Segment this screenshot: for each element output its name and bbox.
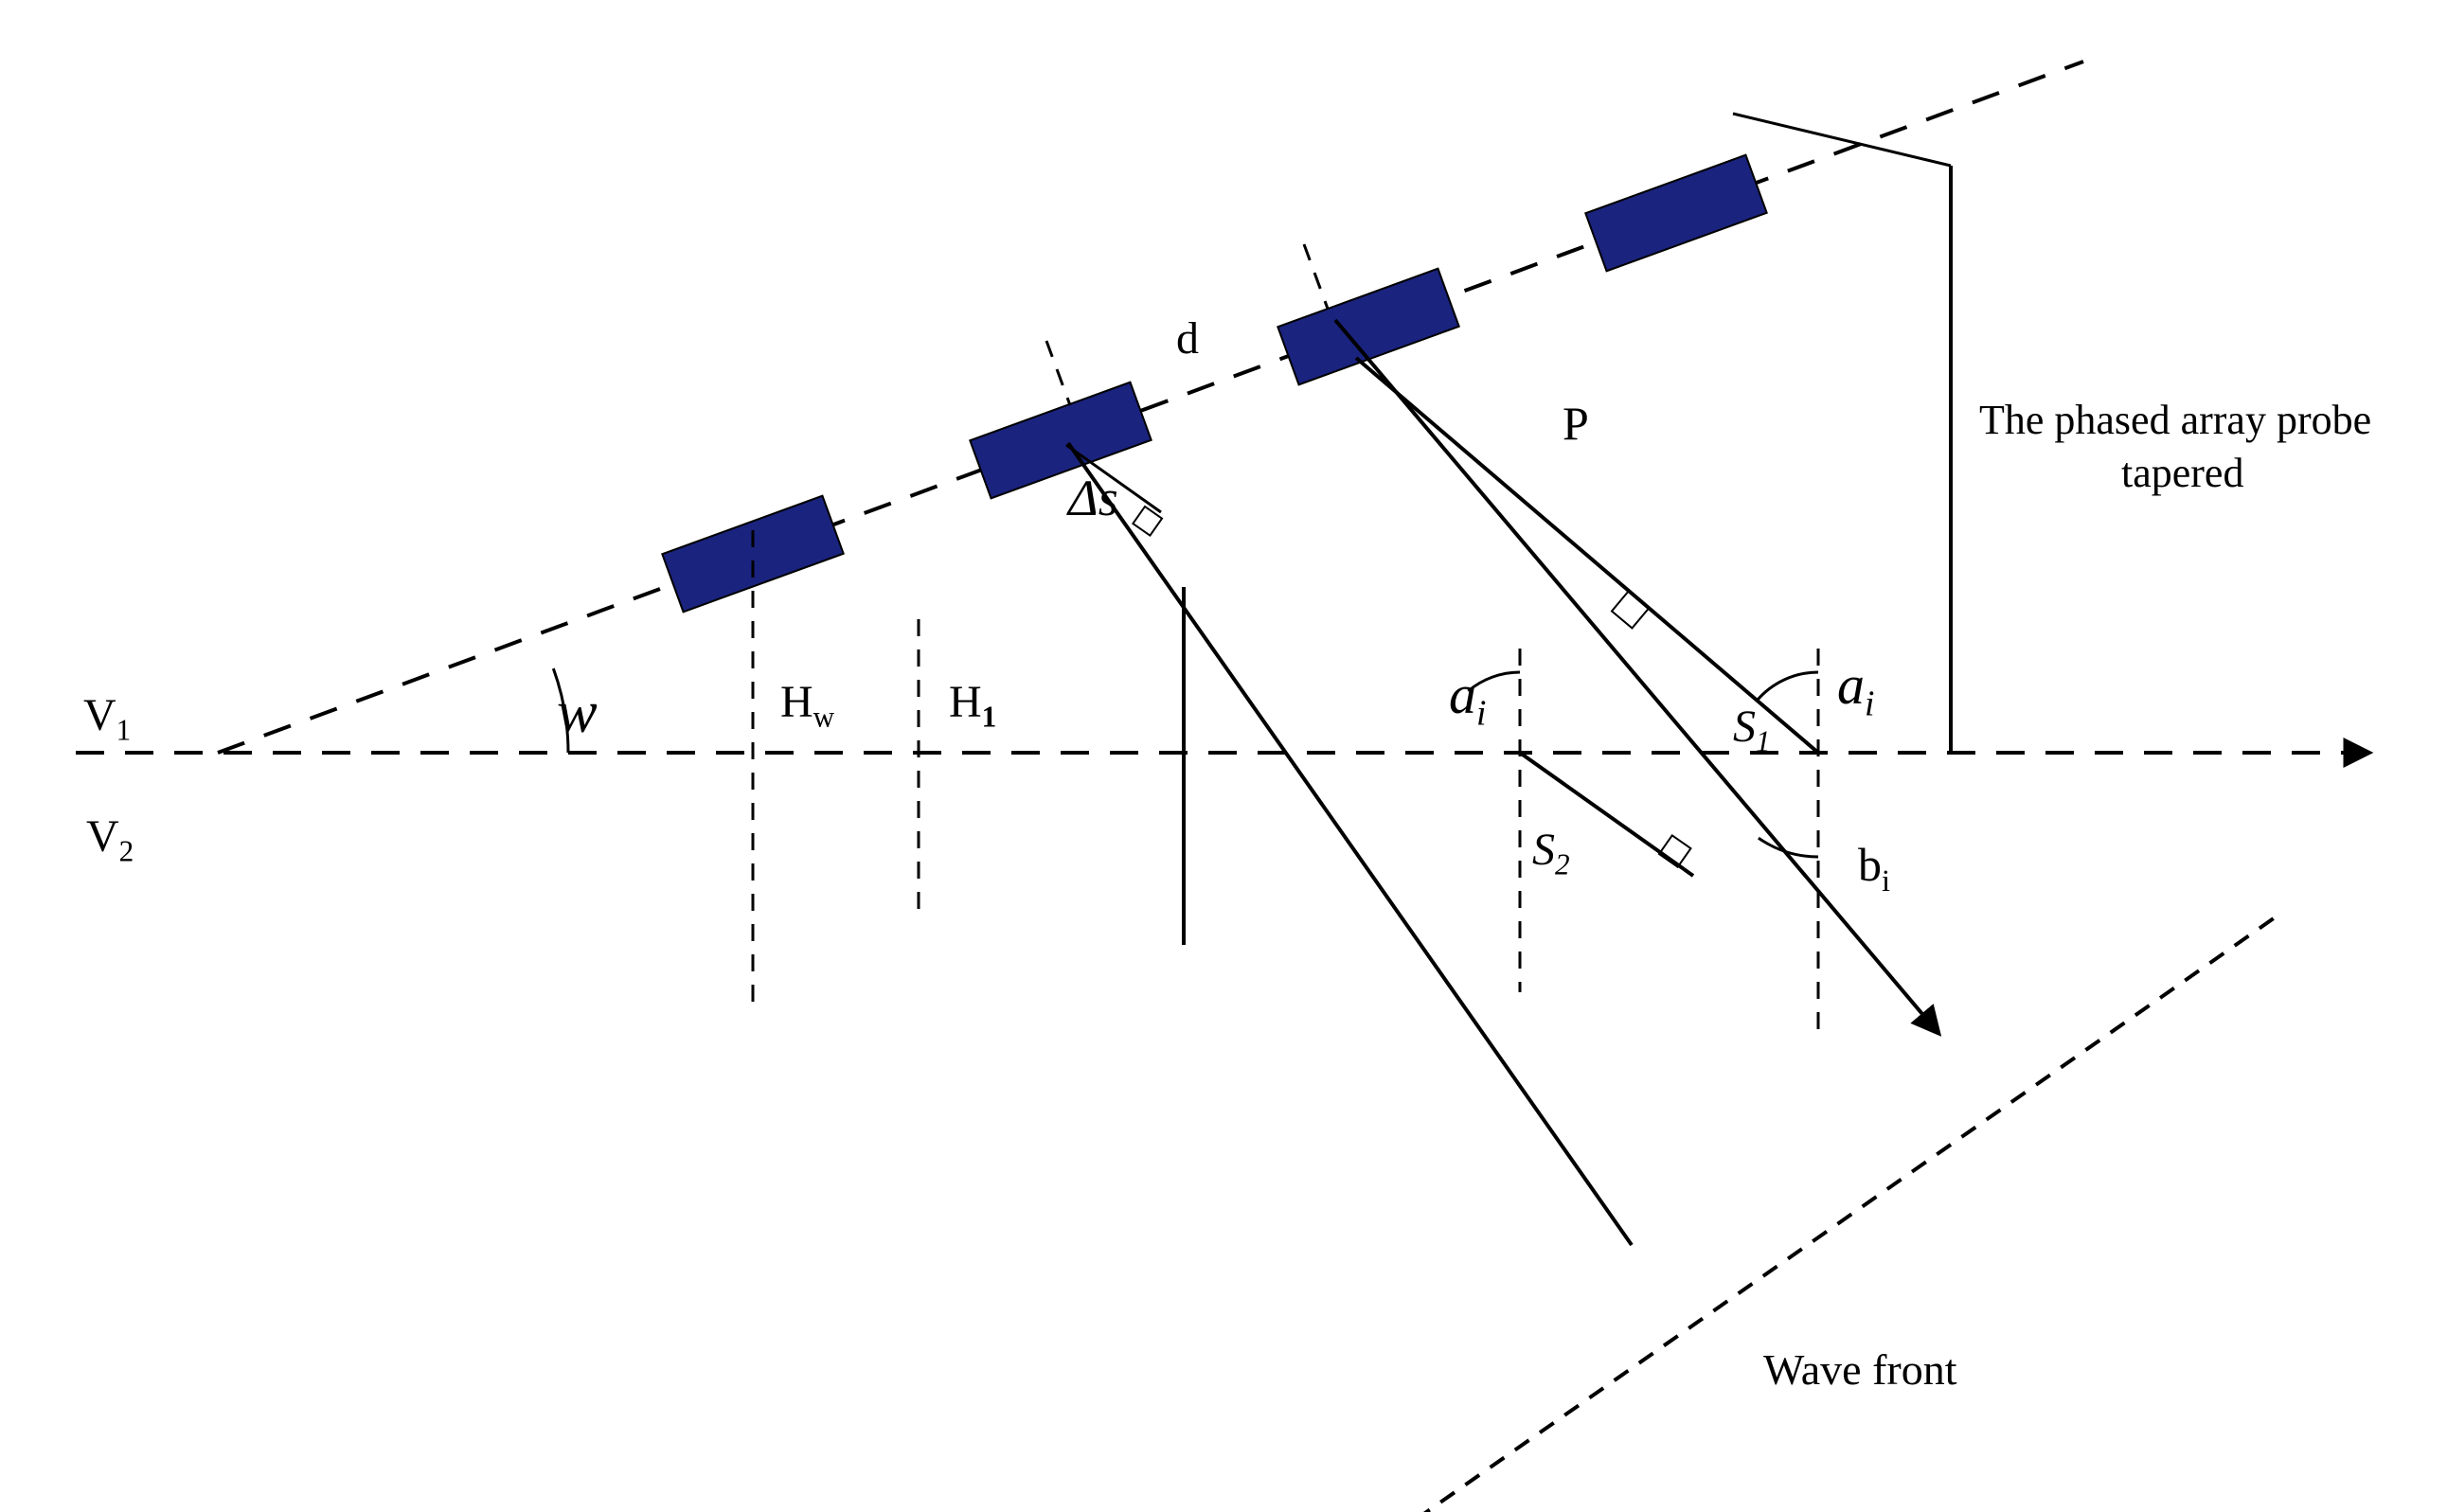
label-probe-title-2: tapered [2121,449,2243,497]
label-s2: S2 [1532,824,1570,882]
label-v2: V2 [86,810,134,869]
label-v1: V1 [83,689,131,748]
label-delta-s: Δs [1068,469,1118,527]
label-ai-2: ai [1837,653,1874,725]
label-w: w [557,677,598,747]
label-bi: bi [1858,837,1890,899]
label-H1: H1 [949,676,996,735]
label-probe-title-1: The phased array probe [1979,396,2371,444]
label-ai-1: ai [1449,663,1486,735]
label-Hw: Hw [780,676,834,735]
label-d: d [1176,312,1199,365]
label-wave-front: Wave front [1763,1344,1956,1395]
label-P: P [1563,396,1589,451]
label-s1: S1 [1733,701,1771,759]
phased-array-diagram [0,0,2447,1512]
